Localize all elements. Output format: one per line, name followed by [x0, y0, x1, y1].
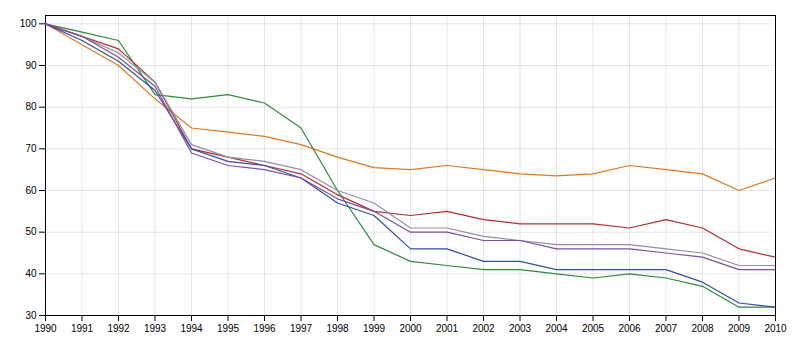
svg-text:1999: 1999 — [363, 323, 386, 334]
svg-text:70: 70 — [25, 143, 37, 154]
svg-text:90: 90 — [25, 60, 37, 71]
svg-text:1995: 1995 — [217, 323, 240, 334]
svg-text:2005: 2005 — [582, 323, 605, 334]
svg-text:1997: 1997 — [290, 323, 313, 334]
svg-text:1991: 1991 — [71, 323, 94, 334]
svg-text:1998: 1998 — [326, 323, 349, 334]
svg-text:100: 100 — [20, 18, 37, 29]
svg-text:30: 30 — [25, 310, 37, 321]
svg-text:2004: 2004 — [545, 323, 568, 334]
svg-text:2008: 2008 — [691, 323, 714, 334]
svg-text:2006: 2006 — [618, 323, 641, 334]
svg-text:2010: 2010 — [764, 323, 787, 334]
svg-text:1992: 1992 — [107, 323, 130, 334]
svg-text:2003: 2003 — [509, 323, 532, 334]
svg-text:2002: 2002 — [472, 323, 495, 334]
svg-text:1993: 1993 — [144, 323, 167, 334]
svg-text:1996: 1996 — [253, 323, 276, 334]
svg-text:40: 40 — [25, 268, 37, 279]
svg-text:2000: 2000 — [399, 323, 422, 334]
svg-text:50: 50 — [25, 226, 37, 237]
svg-text:60: 60 — [25, 185, 37, 196]
svg-text:2001: 2001 — [436, 323, 459, 334]
svg-text:80: 80 — [25, 101, 37, 112]
svg-text:1994: 1994 — [180, 323, 203, 334]
svg-text:2009: 2009 — [728, 323, 751, 334]
svg-text:1990: 1990 — [34, 323, 57, 334]
svg-text:2007: 2007 — [655, 323, 678, 334]
